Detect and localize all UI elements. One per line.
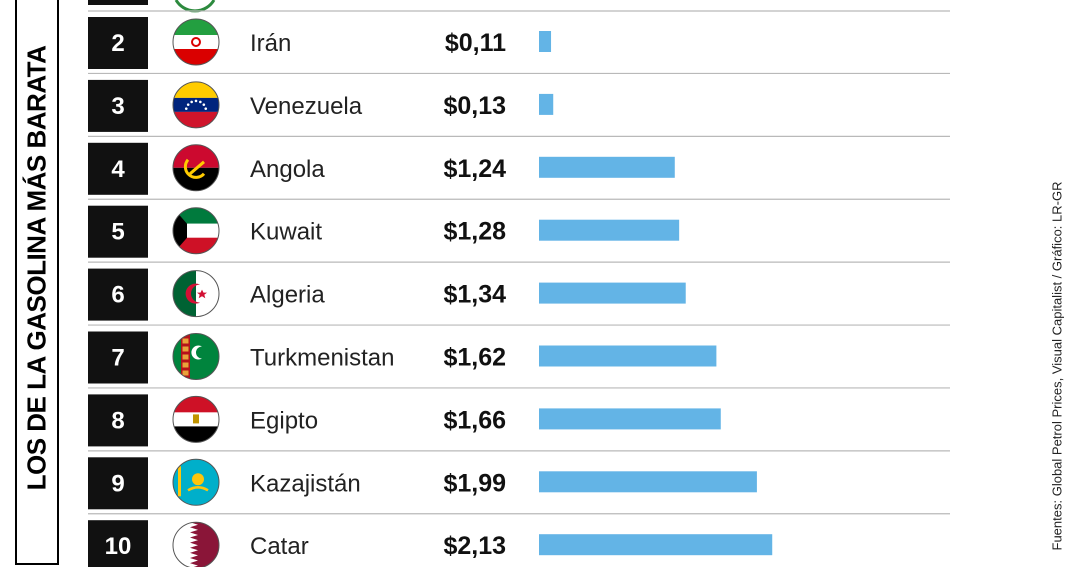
country-label: Irán — [250, 30, 291, 57]
price-label: $1,99 — [443, 469, 506, 497]
rank-box — [88, 394, 148, 447]
price-label: $2,13 — [443, 532, 506, 560]
rank-box — [88, 17, 148, 69]
rank-box — [88, 268, 148, 321]
country-label: Egipto — [250, 407, 318, 434]
rank-label: 5 — [111, 219, 124, 246]
rank-label: 4 — [111, 156, 125, 183]
previous-row-partial — [88, 0, 216, 13]
rank-box — [88, 331, 148, 384]
country-label: Kuwait — [250, 219, 322, 246]
chart-row: 3 Venezuela $0,13 — [88, 79, 950, 137]
rank-box — [88, 520, 148, 567]
rank-label: 2 — [111, 30, 124, 57]
price-label: $1,28 — [443, 218, 506, 246]
flag-kuwait-icon — [172, 207, 220, 255]
flag-turkmenistan-icon — [172, 333, 220, 380]
bar — [539, 408, 721, 430]
country-label: Algeria — [250, 282, 325, 309]
country-label: Catar — [250, 533, 309, 560]
flag-qatar-icon — [172, 521, 220, 567]
chart-row: 8 Egipto $1,66 — [88, 394, 950, 452]
bar — [539, 219, 680, 241]
bar — [539, 93, 554, 115]
chart-row: 10 Catar $2,13 — [88, 520, 773, 567]
chart-row: 2 Irán $0,11 — [88, 17, 950, 75]
chart-row: 7 Turkmenistan $1,62 — [88, 331, 950, 389]
price-label: $1,66 — [443, 406, 506, 434]
rank-label: 3 — [111, 93, 124, 120]
title-frame — [15, 0, 59, 565]
country-label: Angola — [250, 156, 325, 183]
rank-label: 7 — [111, 345, 124, 372]
bar — [539, 156, 675, 178]
flag-angola-icon — [172, 144, 220, 192]
price-label: $1,34 — [443, 281, 506, 309]
country-label: Venezuela — [250, 93, 363, 120]
bar — [539, 471, 757, 493]
rank-label: 9 — [111, 470, 124, 497]
flag-egypt-icon — [172, 395, 220, 443]
bar — [539, 31, 552, 52]
rank-box — [88, 457, 148, 510]
rank-box — [88, 142, 148, 195]
country-label: Turkmenistan — [250, 345, 395, 372]
bar — [539, 534, 773, 556]
chart-row: 4 Angola $1,24 — [88, 142, 950, 200]
rank-label: 10 — [105, 533, 132, 560]
rank-box — [88, 79, 148, 132]
country-label: Kazajistán — [250, 470, 361, 497]
price-label: $1,24 — [443, 155, 506, 183]
rank-box — [88, 0, 148, 5]
bar — [539, 345, 717, 367]
rank-label: 8 — [111, 407, 124, 434]
flag-iran-icon — [172, 18, 220, 66]
chart-row: 5 Kuwait $1,28 — [88, 205, 950, 263]
rank-box — [88, 205, 148, 258]
price-label: $0,11 — [445, 29, 506, 57]
flag-venezuela-icon — [172, 81, 220, 129]
flag-algeria-icon — [172, 270, 220, 318]
bar — [539, 282, 686, 304]
flag-partial-icon — [174, 0, 216, 13]
price-label: $0,13 — [443, 92, 506, 120]
chart-row: 9 Kazajistán $1,99 — [88, 457, 950, 515]
rank-label: 6 — [111, 282, 124, 309]
chart-row: 6 Algeria $1,34 — [88, 268, 950, 326]
flag-kazakhstan-icon — [172, 458, 220, 506]
price-label: $1,62 — [443, 344, 506, 372]
